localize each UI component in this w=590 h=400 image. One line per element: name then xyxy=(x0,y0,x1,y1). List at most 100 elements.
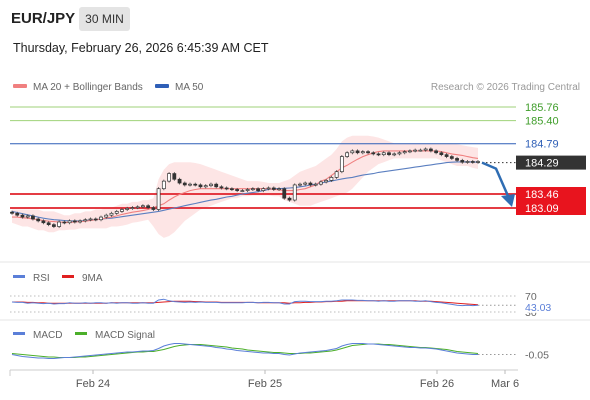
candle-body xyxy=(219,186,224,189)
candle-body xyxy=(408,150,412,153)
macd-last-value-label: -0.05 xyxy=(525,350,549,362)
candle-body xyxy=(387,152,391,156)
candle-body xyxy=(230,188,234,191)
candle-body xyxy=(334,171,339,178)
candle-body xyxy=(261,188,266,191)
last-price-label-bg xyxy=(516,155,586,170)
macd-legend-swatch xyxy=(13,332,25,335)
candle-body xyxy=(214,183,219,188)
candle-body xyxy=(319,181,323,185)
candle-body xyxy=(355,150,360,154)
ma20-legend-label: MA 20 + Bollinger Bands xyxy=(33,82,143,93)
candle-body xyxy=(224,187,229,190)
candle-body xyxy=(172,173,177,180)
candle-body xyxy=(250,188,255,191)
resistance-level-label: 185.40 xyxy=(525,116,559,128)
bollinger-band-fill xyxy=(12,135,478,238)
candle-body xyxy=(470,161,475,163)
x-tick-label: Feb 24 xyxy=(76,378,110,390)
candle-body xyxy=(423,148,428,151)
candle-body xyxy=(140,205,145,208)
candle-body xyxy=(135,206,140,209)
candle-body xyxy=(83,219,88,222)
support-level-label: 183.09 xyxy=(525,203,559,215)
candle-body xyxy=(10,211,14,214)
candle-body xyxy=(15,212,20,216)
macd-signal-line xyxy=(11,343,479,358)
rsi-legend-label: RSI xyxy=(33,273,50,284)
candle-body xyxy=(151,207,156,210)
x-tick-label: Feb 25 xyxy=(248,378,282,390)
candle-body xyxy=(402,151,407,154)
candle-body xyxy=(329,177,334,181)
rsi-last-value-label: 43.03 xyxy=(525,302,551,314)
candle-body xyxy=(161,180,166,190)
timeframe-button[interactable]: 30 MIN xyxy=(79,7,130,31)
candle-body xyxy=(350,150,355,154)
candle-body xyxy=(67,220,72,224)
support-level-label: 183.46 xyxy=(525,189,559,201)
candle-body xyxy=(198,184,203,188)
candle-body xyxy=(130,207,135,209)
candle-body xyxy=(188,183,192,186)
candle-body xyxy=(282,188,287,199)
candle-body xyxy=(292,184,297,201)
x-axis-ticks: Feb 24 Feb 25 Feb 26 Mar 6 xyxy=(76,370,519,390)
candle-body xyxy=(271,187,276,190)
candle-body xyxy=(439,152,444,156)
candle-body xyxy=(167,173,171,182)
candle-body xyxy=(36,218,41,222)
candle-body xyxy=(266,187,271,190)
rsi-level-label: 30 xyxy=(525,307,537,319)
timestamp: Thursday, February 26, 2026 6:45:39 AM C… xyxy=(13,41,269,55)
candle-body xyxy=(62,221,67,224)
rsi-ma-legend-swatch xyxy=(62,275,74,278)
candle-body xyxy=(381,152,386,156)
symbol-title: EUR/JPY xyxy=(11,10,76,27)
candle-body xyxy=(41,220,46,224)
candle-body xyxy=(240,190,245,192)
x-tick-label: Feb 26 xyxy=(420,378,454,390)
macd-panel: -0.05 xyxy=(11,343,549,362)
candle-body xyxy=(460,159,465,163)
ma20-line xyxy=(12,150,479,223)
ma50-legend-swatch xyxy=(155,84,169,88)
candle-body xyxy=(109,212,114,216)
candle-body xyxy=(156,188,161,210)
candle-body xyxy=(209,183,213,187)
candle-body xyxy=(120,209,124,212)
rsi-ma-legend-label: 9MA xyxy=(82,273,103,284)
candle-body xyxy=(114,211,119,214)
candle-body xyxy=(449,156,454,159)
candle-body xyxy=(345,152,350,157)
macd-signal-legend-swatch xyxy=(75,332,87,335)
candle-body xyxy=(360,151,365,154)
candle-body xyxy=(308,182,313,186)
pivot-level-label: 184.79 xyxy=(525,139,559,151)
macd-line xyxy=(11,343,478,359)
candle-body xyxy=(46,222,51,225)
candle-body xyxy=(31,215,35,220)
rsi-line xyxy=(11,298,479,307)
candle-body xyxy=(57,221,62,227)
candle-body xyxy=(371,152,376,155)
candle-body xyxy=(313,183,318,186)
candle-body xyxy=(182,182,187,186)
support-level-label-bg xyxy=(516,187,586,202)
candle-body xyxy=(235,189,240,191)
candle-body xyxy=(20,214,25,218)
rsi-last-label-bg xyxy=(520,299,560,313)
chart-header: EUR/JPY 30 MIN xyxy=(0,0,590,38)
candle-body xyxy=(256,188,260,191)
candle-body xyxy=(465,161,470,163)
candle-body xyxy=(78,220,82,223)
forecast-arrow-head xyxy=(501,194,515,207)
last-price-label: 184.29 xyxy=(525,158,559,170)
candle-body xyxy=(303,182,308,185)
candle-body xyxy=(25,215,30,218)
candle-body xyxy=(51,224,56,227)
candle-body xyxy=(177,178,182,184)
candle-body xyxy=(93,218,98,221)
candle-body xyxy=(245,189,250,191)
